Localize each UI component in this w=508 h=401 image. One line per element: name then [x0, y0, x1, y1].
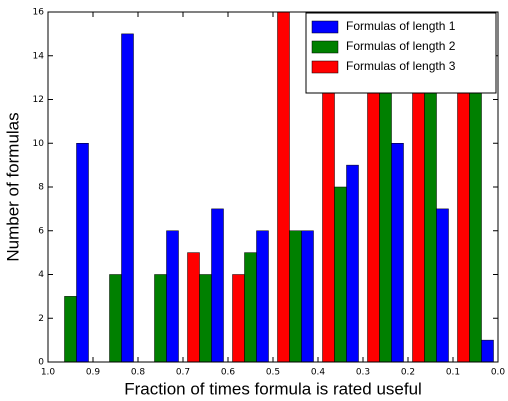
- legend-swatch: [311, 60, 339, 74]
- legend-label: Formulas of length 3: [346, 59, 456, 73]
- bar: [289, 230, 302, 362]
- y-tick-label: 16: [33, 8, 45, 18]
- bar: [232, 274, 245, 362]
- x-tick-label: 0.7: [176, 368, 190, 378]
- x-tick-label: 0.3: [356, 368, 370, 378]
- legend-swatch: [311, 20, 339, 34]
- y-tick-label: 10: [33, 139, 45, 149]
- bar: [199, 274, 212, 362]
- bar: [121, 33, 134, 362]
- x-axis-label: Fraction of times formula is rated usefu…: [124, 379, 422, 398]
- y-tick-label: 12: [33, 95, 44, 105]
- legend-label: Formulas of length 2: [346, 39, 456, 53]
- bar: [436, 208, 449, 362]
- bar: [76, 143, 89, 362]
- x-tick-label: 0.4: [311, 368, 326, 378]
- y-tick-label: 14: [33, 51, 45, 61]
- bar: [469, 12, 482, 362]
- x-tick-label: 0.1: [446, 368, 460, 378]
- y-tick-label: 4: [38, 270, 44, 280]
- x-tick-label: 0.5: [266, 368, 280, 378]
- bar: [256, 230, 269, 362]
- x-tick-label: 0.6: [221, 368, 236, 378]
- y-tick-label: 0: [38, 358, 44, 368]
- bar: [64, 296, 77, 362]
- bar: [109, 274, 122, 362]
- bar: [154, 274, 167, 362]
- y-axis-label: Number of formulas: [3, 112, 22, 261]
- x-tick-label: 0.8: [131, 368, 146, 378]
- plot-bars: [64, 12, 494, 362]
- bar: [166, 230, 179, 362]
- bar: [277, 12, 290, 362]
- x-tick-label: 0.2: [401, 368, 415, 378]
- bar: [187, 252, 200, 362]
- x-tick-label: 0.9: [86, 368, 101, 378]
- y-tick-label: 6: [38, 226, 44, 236]
- x-tick-label: 1.0: [41, 368, 56, 378]
- legend-swatch: [311, 40, 339, 54]
- y-tick-label: 2: [38, 314, 44, 324]
- y-tick-label: 8: [38, 183, 44, 193]
- bar: [334, 186, 347, 362]
- bar: [424, 12, 437, 362]
- bar: [391, 143, 404, 362]
- bar: [244, 252, 257, 362]
- legend-label: Formulas of length 1: [346, 19, 456, 33]
- bar: [211, 208, 224, 362]
- bar: [301, 230, 314, 362]
- x-tick-label: 0.0: [491, 368, 506, 378]
- bar: [481, 339, 494, 362]
- bar: [346, 164, 359, 362]
- bar: [322, 12, 335, 362]
